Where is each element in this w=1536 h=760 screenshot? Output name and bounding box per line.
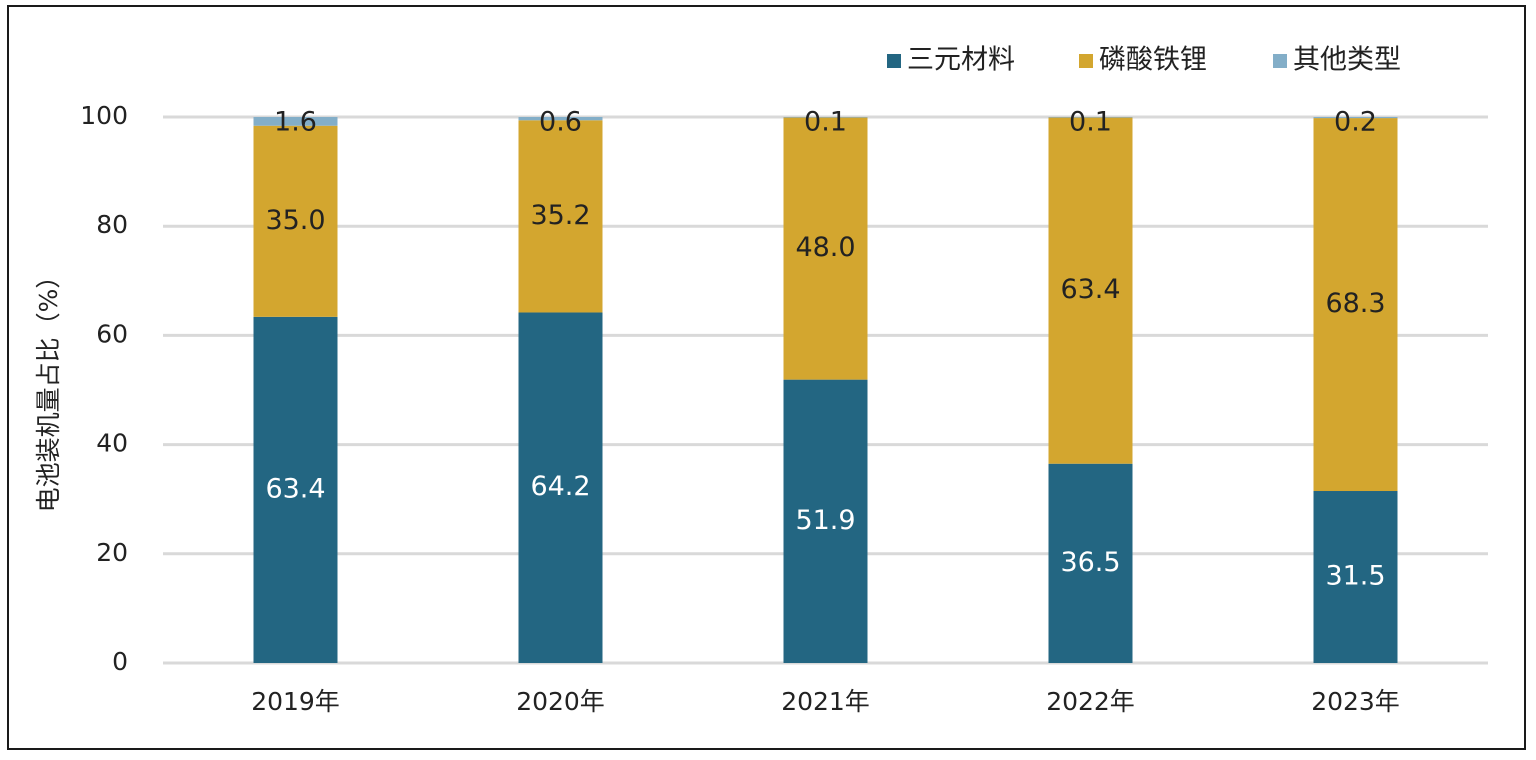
y-tick-label: 40 <box>96 429 128 458</box>
legend-swatch <box>887 54 901 68</box>
bars <box>253 117 1398 663</box>
data-label: 31.5 <box>1325 561 1385 592</box>
data-label: 35.0 <box>265 205 325 236</box>
x-axis-ticks: 2019年 2020年 2021年 2022年 2023年 <box>251 687 1400 716</box>
y-tick-label: 0 <box>112 647 128 676</box>
bar-segment <box>1313 118 1398 492</box>
data-label: 63.4 <box>1060 274 1120 305</box>
legend-swatch <box>1079 54 1093 68</box>
data-label: 48.0 <box>795 232 855 263</box>
bar-segment <box>518 117 603 121</box>
legend-item-label[interactable]: 三元材料 <box>907 45 1015 76</box>
bar-segment <box>253 125 338 317</box>
bar-segment <box>518 120 603 313</box>
data-label: 0.2 <box>1334 107 1377 138</box>
x-tick-label: 2021年 <box>781 687 870 716</box>
legend-item-label[interactable]: 其他类型 <box>1293 45 1401 76</box>
data-label: 0.1 <box>1069 107 1112 138</box>
data-labels: 63.4 35.0 1.6 64.2 35.2 0.6 51.9 48.0 0.1 36.5 63.… <box>265 107 1385 592</box>
legend[interactable]: 三元材料 磷酸铁锂 其他类型 <box>887 45 1401 76</box>
y-axis-label: 电池装机量占比（%） <box>34 264 63 513</box>
bar-segment <box>1313 491 1398 663</box>
bar-segment <box>1048 117 1133 118</box>
bar-segment <box>783 117 868 118</box>
bar-segment <box>518 312 603 663</box>
y-tick-label: 100 <box>80 101 128 130</box>
x-tick-label: 2022年 <box>1046 687 1135 716</box>
bar-segment <box>253 117 338 126</box>
x-tick-label: 2023年 <box>1311 687 1400 716</box>
bar-segment <box>1313 117 1398 119</box>
bar-segment <box>783 379 868 663</box>
data-label: 1.6 <box>274 107 317 138</box>
data-label: 0.1 <box>804 107 847 138</box>
legend-swatch <box>1273 54 1287 68</box>
y-tick-label: 60 <box>96 319 128 348</box>
bar-segment <box>253 316 338 663</box>
data-label: 68.3 <box>1325 288 1385 319</box>
x-tick-label: 2019年 <box>251 687 340 716</box>
data-label: 36.5 <box>1060 547 1120 578</box>
y-tick-label: 20 <box>96 538 128 567</box>
y-axis-ticks: 0 20 40 60 80 100 <box>80 101 128 676</box>
data-label: 63.4 <box>265 473 325 504</box>
data-label: 0.6 <box>539 107 582 138</box>
data-label: 51.9 <box>795 505 855 536</box>
bar-segment <box>1048 463 1133 663</box>
bar-segment <box>1048 117 1133 464</box>
data-label: 35.2 <box>530 200 590 231</box>
legend-item-label[interactable]: 磷酸铁锂 <box>1099 45 1207 76</box>
data-label: 64.2 <box>530 471 590 502</box>
y-tick-label: 80 <box>96 210 128 239</box>
bar-segment <box>783 117 868 380</box>
x-tick-label: 2020年 <box>516 687 605 716</box>
